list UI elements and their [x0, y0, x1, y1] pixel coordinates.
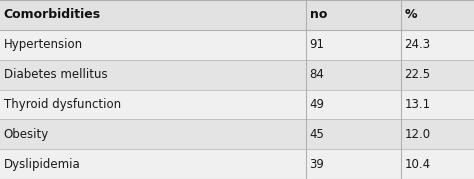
Text: 22.5: 22.5 — [404, 68, 430, 81]
Text: 12.0: 12.0 — [404, 128, 430, 141]
Text: 13.1: 13.1 — [404, 98, 430, 111]
Text: Comorbidities: Comorbidities — [4, 8, 101, 21]
Bar — [0, 149, 474, 179]
Text: 10.4: 10.4 — [404, 158, 430, 171]
Bar — [0, 30, 474, 60]
Text: 45: 45 — [310, 128, 324, 141]
Text: 49: 49 — [310, 98, 325, 111]
Text: Hypertension: Hypertension — [4, 38, 83, 51]
Text: Thyroid dysfunction: Thyroid dysfunction — [4, 98, 121, 111]
Text: 84: 84 — [310, 68, 324, 81]
Bar — [0, 0, 474, 30]
Text: Diabetes mellitus: Diabetes mellitus — [4, 68, 108, 81]
Bar — [0, 60, 474, 90]
Text: 24.3: 24.3 — [404, 38, 430, 51]
Bar — [0, 90, 474, 119]
Bar — [0, 119, 474, 149]
Text: no: no — [310, 8, 327, 21]
Text: 39: 39 — [310, 158, 324, 171]
Text: %: % — [404, 8, 417, 21]
Text: Obesity: Obesity — [4, 128, 49, 141]
Text: Dyslipidemia: Dyslipidemia — [4, 158, 81, 171]
Text: 91: 91 — [310, 38, 325, 51]
